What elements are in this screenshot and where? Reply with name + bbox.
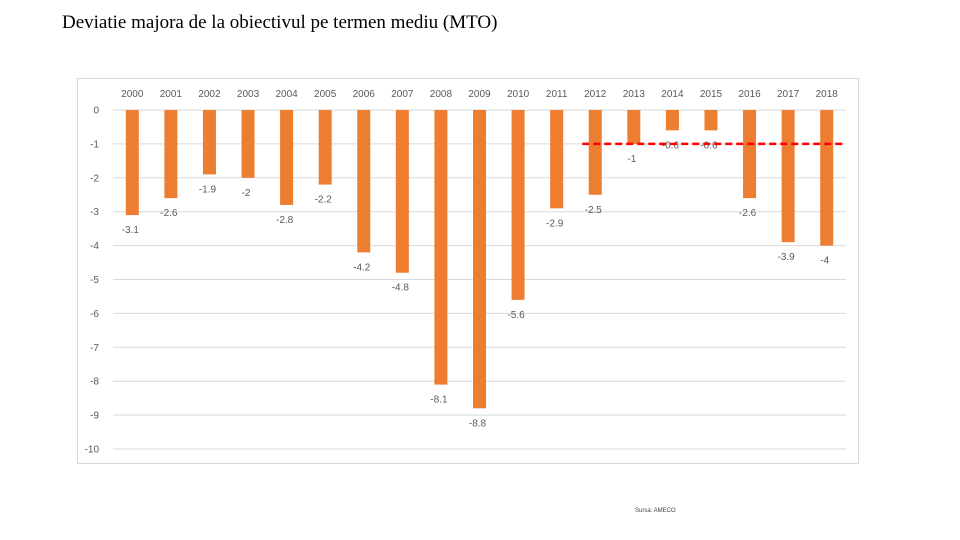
bar <box>743 110 757 199</box>
data-label: -2.5 <box>585 205 603 216</box>
x-tick-label: 2004 <box>275 89 298 100</box>
y-tick-label: -7 <box>90 343 99 354</box>
bar <box>395 110 409 273</box>
bar <box>125 110 139 216</box>
x-tick-label: 2007 <box>391 89 414 100</box>
data-labels: -3.1 -2.6 -1.9 -2 -2.8 -2.2 -4.2 -4.8 -8.1 -8.8 -5… <box>122 140 830 429</box>
x-tick-label: 2000 <box>121 89 144 100</box>
data-label: -8.8 <box>469 418 487 429</box>
data-label: -0.6 <box>662 140 680 151</box>
x-tick-label: 2015 <box>700 89 723 100</box>
bar <box>820 110 834 246</box>
chart-area <box>77 78 859 464</box>
bar <box>164 110 178 199</box>
data-label: -2.9 <box>546 218 564 229</box>
data-label: -0.6 <box>700 140 718 151</box>
data-label: -8.1 <box>430 395 448 406</box>
y-tick-label: -6 <box>90 309 99 320</box>
y-tick-label: -1 <box>90 139 99 150</box>
y-axis-ticks: 0 -1 -2 -3 -4 -5 -6 -7 -8 -9 -10 <box>85 106 100 456</box>
bar <box>473 110 486 409</box>
bar <box>357 110 371 253</box>
y-tick-label: -8 <box>90 377 99 388</box>
y-tick-label: -10 <box>85 445 100 456</box>
x-tick-label: 2009 <box>468 89 491 100</box>
data-label: -4.2 <box>353 262 371 273</box>
bars <box>125 110 834 409</box>
bar <box>280 110 294 205</box>
bar <box>781 110 795 243</box>
data-label: -1.9 <box>199 184 217 195</box>
bar <box>665 110 679 131</box>
data-label: -2.2 <box>315 195 333 206</box>
x-tick-label: 2012 <box>584 89 607 100</box>
x-tick-label: 2006 <box>353 89 376 100</box>
y-tick-label: -5 <box>90 275 99 286</box>
y-tick-label: -2 <box>90 173 99 184</box>
x-tick-label: 2013 <box>623 89 646 100</box>
bar <box>241 110 255 178</box>
bar <box>318 110 332 185</box>
y-tick-label: -9 <box>90 411 99 422</box>
x-tick-label: 2008 <box>430 89 453 100</box>
data-label: -2 <box>242 188 251 199</box>
x-tick-label: 2002 <box>198 89 221 100</box>
bar <box>202 110 216 175</box>
x-tick-label: 2001 <box>160 89 183 100</box>
x-tick-label: 2011 <box>546 89 568 100</box>
data-label: -3.9 <box>778 252 796 263</box>
data-label: -4.8 <box>392 283 410 294</box>
bar <box>704 110 718 131</box>
y-tick-label: 0 <box>93 106 99 117</box>
data-label: -2.6 <box>160 208 178 219</box>
data-label: -1 <box>627 154 636 165</box>
y-tick-label: -4 <box>90 241 99 252</box>
bar <box>550 110 564 209</box>
source-note: Sursa: AMECO <box>635 508 676 514</box>
x-tick-label: 2017 <box>777 89 800 100</box>
x-tick-label: 2005 <box>314 89 337 100</box>
bar <box>511 110 525 300</box>
x-tick-label: 2003 <box>237 89 260 100</box>
data-label: -5.6 <box>507 310 525 321</box>
bar <box>588 110 602 195</box>
y-tick-label: -3 <box>90 207 99 218</box>
data-label: -2.6 <box>739 208 757 219</box>
x-tick-label: 2018 <box>816 89 839 100</box>
bar <box>627 110 641 144</box>
x-tick-label: 2010 <box>507 89 530 100</box>
data-label: -3.1 <box>122 225 140 236</box>
x-axis-ticks: 2000 2001 2002 2003 2004 2005 2006 2007 2008 2009… <box>121 89 838 100</box>
slide-title: Deviatie majora de la obiectivul pe term… <box>62 12 498 33</box>
x-tick-label: 2014 <box>661 89 684 100</box>
data-label: -4 <box>820 256 829 267</box>
x-tick-label: 2016 <box>738 89 761 100</box>
data-label: -2.8 <box>276 215 294 226</box>
bar <box>434 110 448 385</box>
